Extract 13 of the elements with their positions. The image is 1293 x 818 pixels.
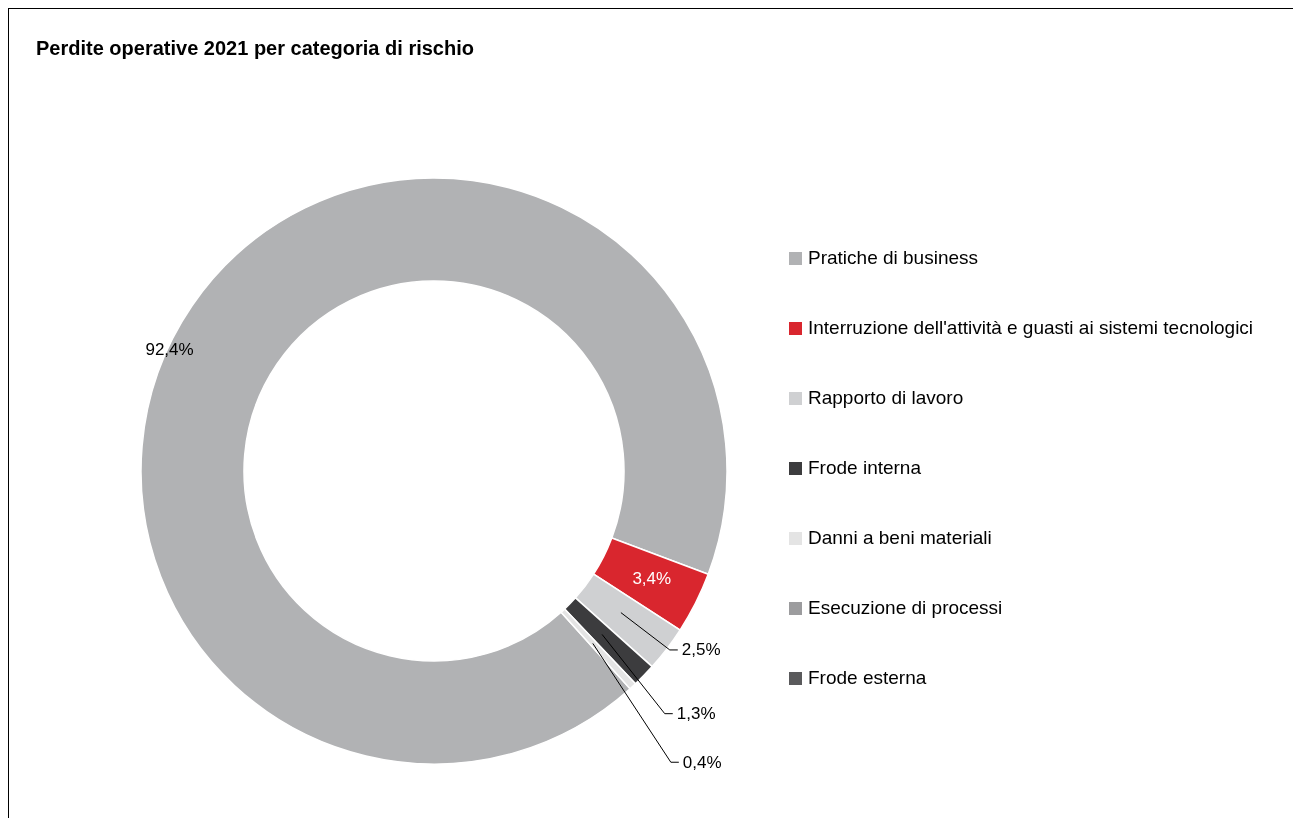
legend-label: Esecuzione di processi [808,597,1003,619]
legend-label: Frode interna [808,457,922,479]
legend-label: Pratiche di business [808,247,979,269]
data-label: 92,4% [145,340,194,360]
legend-label: Frode esterna [808,667,927,689]
legend-label: Interruzione dell'attività e guasti ai sistemi tecnologici [808,317,1254,339]
chart-title: Perdite operative 2021 per categoria di rischio [36,37,474,60]
data-label: 2,5% [681,640,721,660]
data-label: 1,3% [676,704,716,724]
data-label: 0,4% [682,752,722,772]
legend-label: Rapporto di lavoro [808,387,964,409]
data-label: 3,4% [632,568,672,588]
legend-label: Danni a beni materiali [808,527,992,549]
